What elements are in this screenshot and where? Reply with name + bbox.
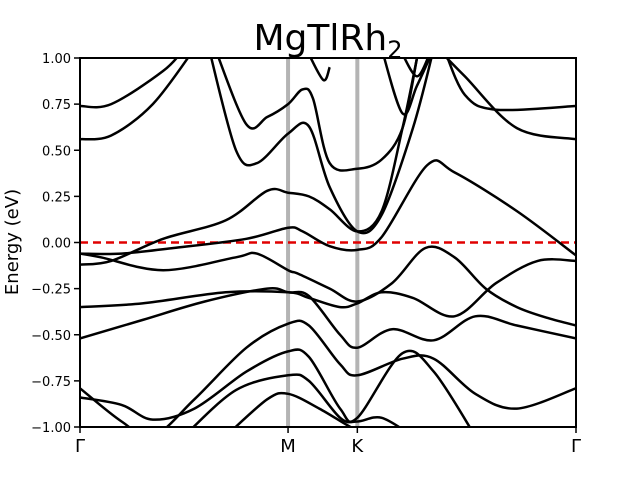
band-line bbox=[80, 287, 576, 350]
band-line bbox=[80, 58, 419, 266]
band-line bbox=[210, 58, 433, 235]
y-tick-label: 0.75 bbox=[42, 98, 71, 113]
band-lines bbox=[80, 58, 576, 427]
band-line bbox=[80, 258, 576, 318]
x-tick-label: M bbox=[280, 436, 296, 457]
x-tick-label: Γ bbox=[571, 436, 581, 457]
y-tick-label: −0.25 bbox=[31, 283, 71, 298]
band-line bbox=[403, 58, 430, 78]
band-line bbox=[309, 58, 331, 82]
y-tick-label: 1.00 bbox=[42, 52, 71, 67]
band-line bbox=[80, 58, 190, 141]
y-tick-label: 0.00 bbox=[42, 237, 71, 252]
band-line bbox=[80, 245, 576, 327]
band-line bbox=[80, 58, 179, 109]
y-tick-label: 0.50 bbox=[42, 144, 71, 159]
band-line bbox=[80, 319, 576, 427]
band-line bbox=[233, 391, 354, 427]
y-tick-label: −1.00 bbox=[31, 421, 71, 436]
y-tick-label: −0.75 bbox=[31, 375, 71, 390]
band-line bbox=[80, 348, 472, 427]
x-tick-label: Γ bbox=[75, 436, 85, 457]
band-line bbox=[191, 373, 402, 427]
chart-title-main: MgTlRh bbox=[253, 18, 387, 59]
y-axis-label: Energy (eV) bbox=[2, 189, 23, 295]
y-tick-label: −0.50 bbox=[31, 329, 71, 344]
chart-title-subscript: 2 bbox=[387, 36, 402, 64]
band-line bbox=[446, 58, 576, 112]
band-line bbox=[80, 159, 576, 257]
band-line bbox=[445, 58, 576, 141]
band-line bbox=[383, 58, 431, 116]
y-tick-label: 0.25 bbox=[42, 190, 71, 205]
x-tick-label: K bbox=[351, 436, 364, 457]
y-axis-ticks: 1.00 0.75 0.50 0.25 0.00 −0.25 −0.50 −0.75 −1.00 bbox=[31, 52, 80, 436]
band-line bbox=[217, 58, 419, 172]
